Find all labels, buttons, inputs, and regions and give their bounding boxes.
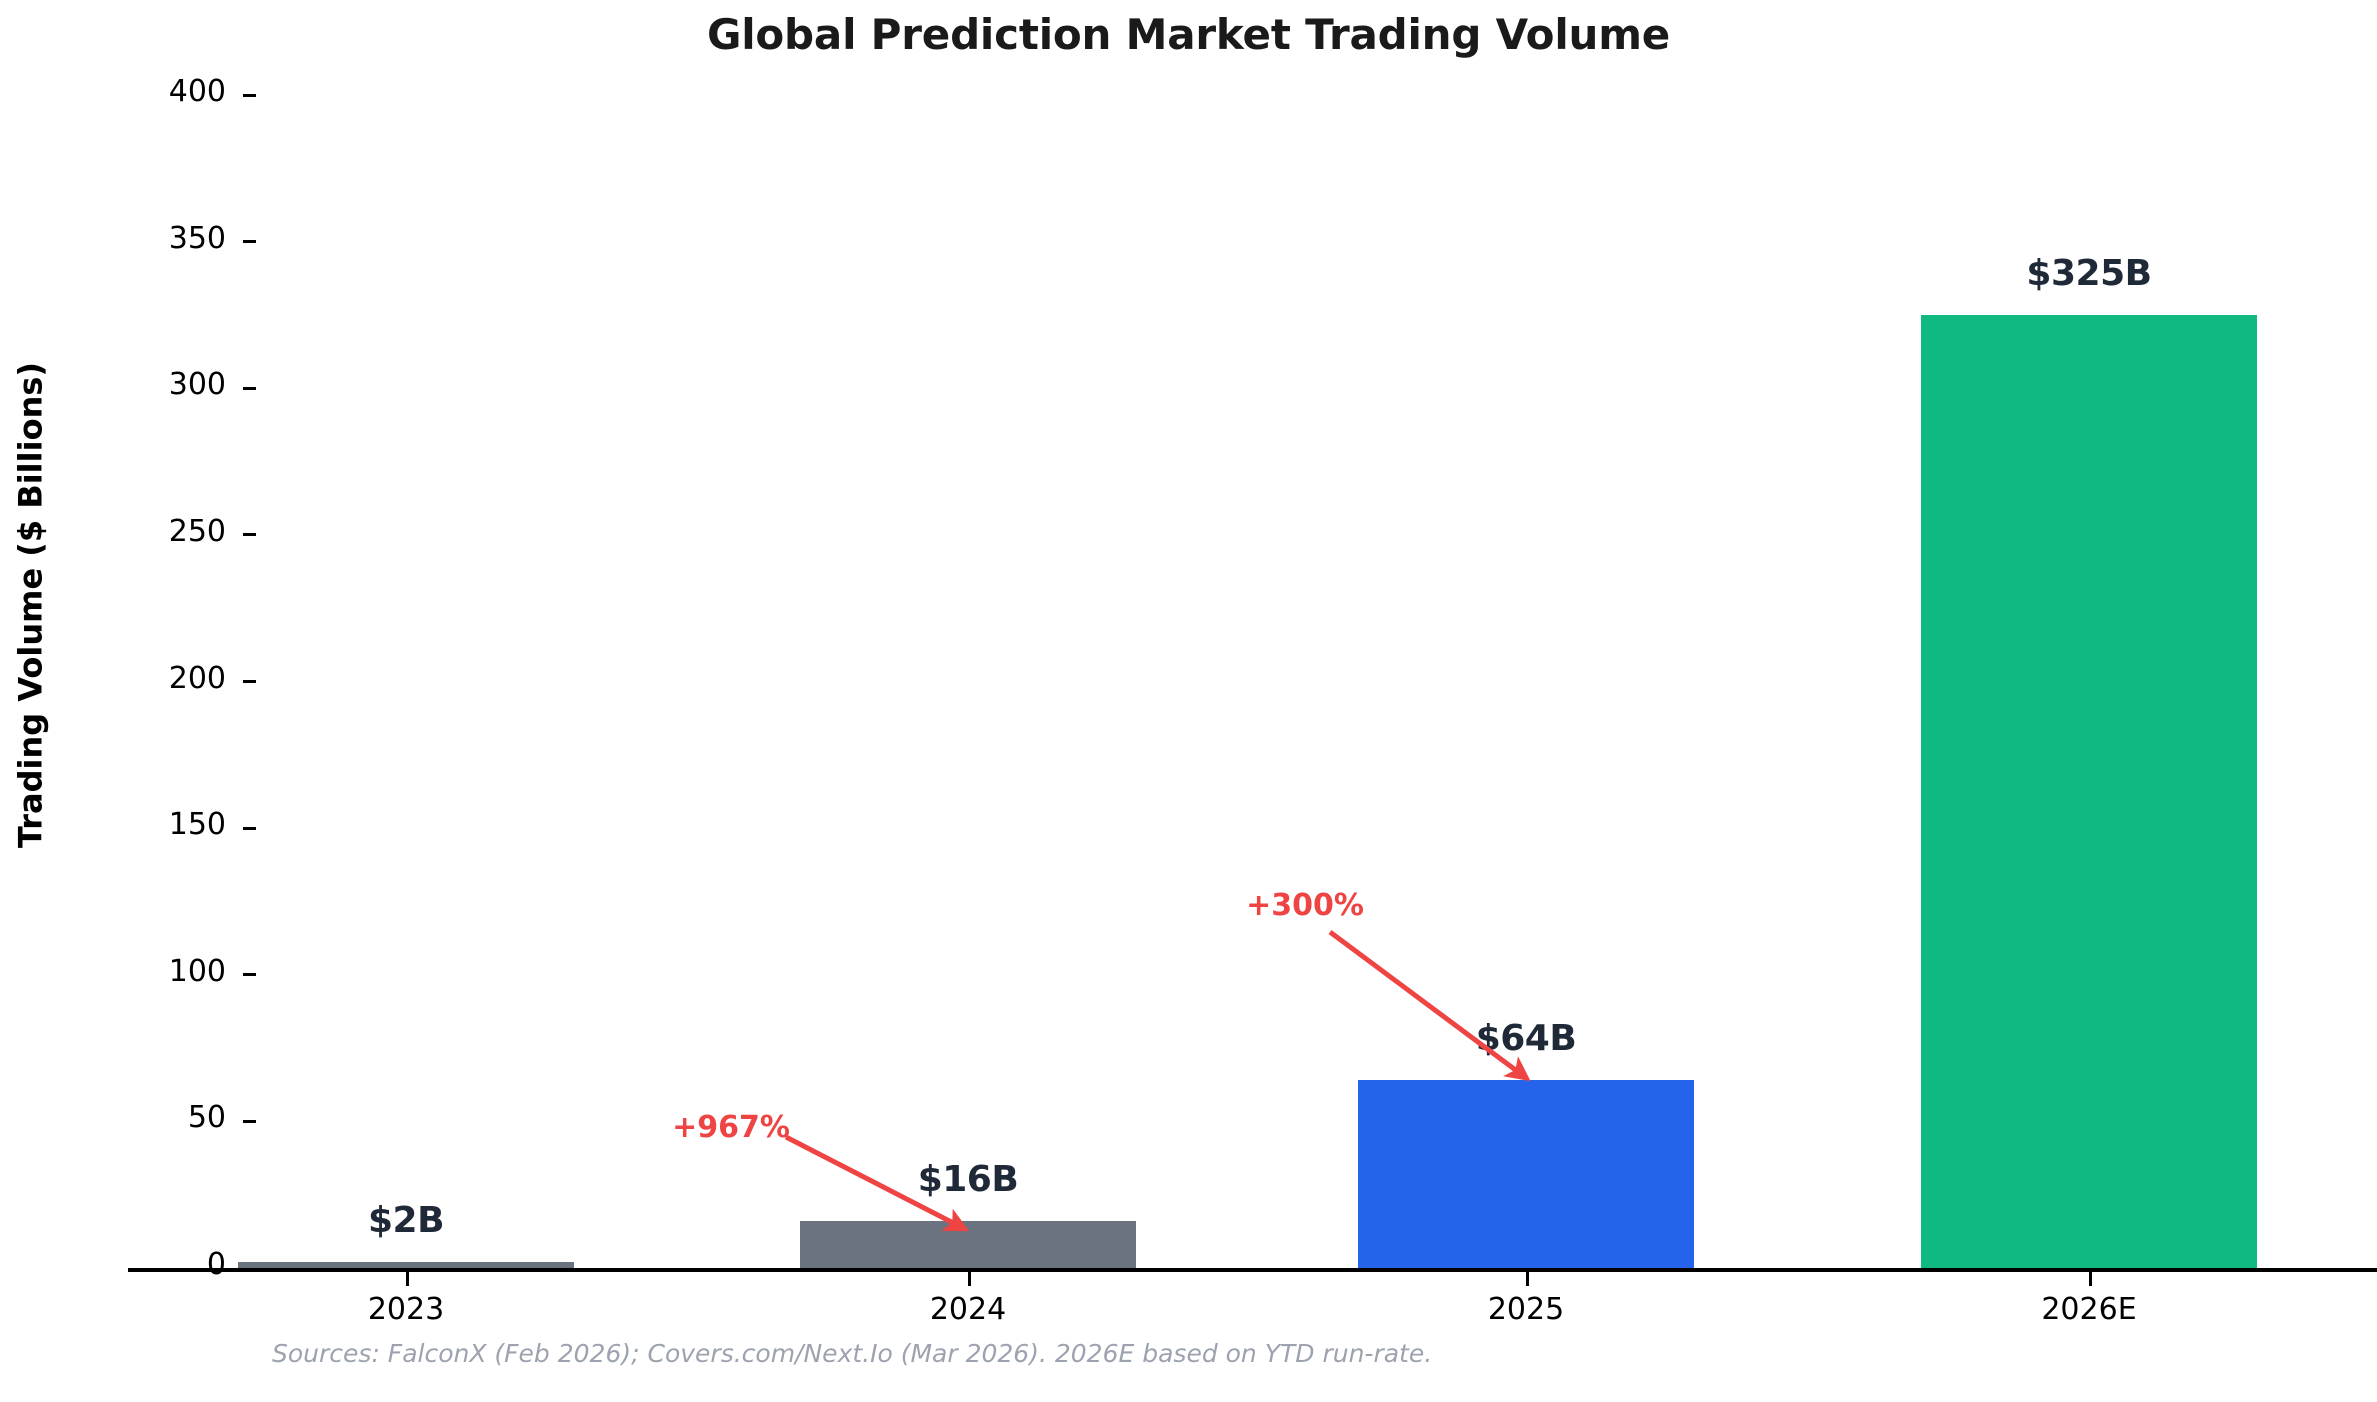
y-axis-tick-label: 200 xyxy=(168,660,226,696)
y-axis-tick-label: 350 xyxy=(168,220,226,256)
bar-value-label: $64B xyxy=(1475,1018,1577,1060)
y-axis-tick-mark xyxy=(243,1119,256,1123)
x-axis-tick-label: 2025 xyxy=(1487,1292,1565,1327)
y-axis-tick-label: 0 xyxy=(206,1247,226,1282)
bar-2026E[interactable] xyxy=(1921,314,2257,1268)
footnote-sources: Sources: FalconX (Feb 2026); Covers.com/… xyxy=(272,1339,1433,1368)
bar-2023[interactable] xyxy=(238,1262,574,1268)
x-axis-line xyxy=(128,1268,2377,1272)
y-axis-tick-label: 250 xyxy=(168,513,226,549)
bar-2025[interactable] xyxy=(1358,1080,1694,1268)
annotation-label: +300% xyxy=(1246,888,1364,923)
y-axis-tick-mark xyxy=(243,973,256,977)
bar-value-label: $2B xyxy=(367,1200,445,1242)
bar-value-label: $16B xyxy=(917,1159,1019,1201)
x-axis-tick-mark xyxy=(406,1272,409,1286)
bar-2024[interactable] xyxy=(800,1221,1136,1268)
annotation-label: +967% xyxy=(672,1110,790,1145)
y-axis-tick-label: 400 xyxy=(168,74,226,109)
y-axis-tick-label: 50 xyxy=(187,1100,226,1136)
x-axis-tick-mark xyxy=(1526,1272,1529,1286)
bars-layer: $2B $16B $64B $325B xyxy=(238,252,2257,1268)
x-axis-tick-mark xyxy=(2089,1272,2092,1286)
x-axis-tick-mark xyxy=(968,1272,971,1286)
y-axis-tick-mark xyxy=(243,386,256,390)
y-axis-tick-mark xyxy=(243,240,256,244)
x-axis-tick-label: 2024 xyxy=(929,1292,1007,1327)
page-title: Global Prediction Market Trading Volume xyxy=(706,10,1671,59)
x-axis-tick-label: 2023 xyxy=(367,1292,445,1327)
y-axis-tick-label: 300 xyxy=(168,367,226,403)
y-axis-tick-mark xyxy=(243,533,256,537)
plot-area: 0 50 100 150 200 250 300 350 400 xyxy=(128,74,2377,1282)
x-axis-tick-label: 2026E xyxy=(2041,1292,2137,1327)
bar-value-label: $325B xyxy=(2026,252,2152,294)
y-axis-tick-label: 150 xyxy=(168,807,226,843)
y-axis-tick-mark xyxy=(243,93,256,97)
y-axis-tick-label: 100 xyxy=(168,953,226,989)
y-axis-tick-mark xyxy=(243,680,256,683)
y-axis-tick-mark xyxy=(243,826,256,830)
